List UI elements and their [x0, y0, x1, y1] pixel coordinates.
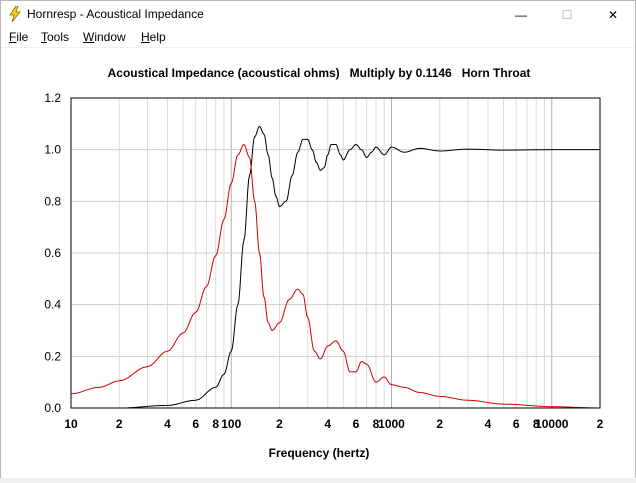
close-button[interactable]: ✕ — [607, 7, 619, 22]
x-tick-label: 2 — [597, 417, 604, 431]
y-tick-label: 1.2 — [44, 91, 61, 105]
menu-window[interactable]: Window — [83, 30, 126, 44]
chart-title: Acoustical Impedance (acoustical ohms) M… — [108, 66, 531, 80]
x-tick-label: 8 — [212, 417, 219, 431]
menu-window-mnemonic: W — [83, 30, 95, 44]
lightning-bolt-icon — [9, 6, 21, 22]
menu-window-label: indow — [94, 30, 126, 44]
x-tick-label: 6 — [513, 417, 520, 431]
x-tick-label: 1000 — [378, 417, 405, 431]
title-bar[interactable]: Hornresp - Acoustical Impedance — ☐ ✕ — [1, 1, 635, 28]
x-tick-label: 4 — [324, 417, 331, 431]
x-tick-label: 2 — [116, 417, 123, 431]
menu-help[interactable]: Help — [141, 30, 166, 44]
window-title: Hornresp - Acoustical Impedance — [27, 7, 204, 21]
x-tick-label: 2 — [436, 417, 443, 431]
menu-file[interactable]: File — [9, 30, 28, 44]
y-tick-label: 0.0 — [44, 401, 61, 415]
chart-area: Acoustical Impedance (acoustical ohms) M… — [1, 48, 635, 478]
maximize-button[interactable]: ☐ — [561, 7, 573, 22]
x-tick-label: 10 — [64, 417, 78, 431]
plot-frame — [70, 97, 601, 409]
minimize-button[interactable]: — — [515, 7, 527, 22]
x-axis-label: Frequency (hertz) — [269, 446, 370, 460]
menu-tools-label: ools — [47, 30, 70, 44]
menu-help-mnemonic: H — [141, 30, 150, 44]
x-tick-label: 2 — [276, 417, 283, 431]
x-tick-label: 8 — [373, 417, 380, 431]
y-tick-label: 0.4 — [44, 298, 61, 312]
series-line-red — [70, 143, 601, 409]
menu-file-mnemonic: F — [9, 30, 17, 44]
impedance-chart: Acoustical Impedance (acoustical ohms) M… — [44, 66, 603, 460]
menu-bar: File Tools Window Help — [1, 28, 635, 47]
x-tick-label: 10000 — [535, 417, 569, 431]
x-tick-label: 4 — [485, 417, 492, 431]
y-tick-label: 0.8 — [44, 194, 61, 208]
menu-tools-mnemonic: T — [41, 30, 47, 44]
menu-help-label: elp — [149, 30, 166, 44]
x-tick-label: 6 — [192, 417, 199, 431]
x-tick-label: 100 — [221, 417, 241, 431]
x-tick-label: 4 — [164, 417, 171, 431]
menu-file-label: ile — [16, 30, 29, 44]
series-line-black — [71, 125, 600, 409]
data-series — [70, 125, 601, 409]
y-tick-labels: 0.0 0.2 0.4 0.6 0.8 1.0 1.2 — [44, 91, 61, 415]
x-tick-label: 6 — [353, 417, 360, 431]
x-tick-label: 8 — [533, 417, 540, 431]
y-tick-label: 0.6 — [44, 246, 61, 260]
y-tick-label: 0.2 — [44, 349, 61, 363]
y-tick-label: 1.0 — [44, 143, 61, 157]
menu-tools[interactable]: Tools — [41, 30, 69, 44]
